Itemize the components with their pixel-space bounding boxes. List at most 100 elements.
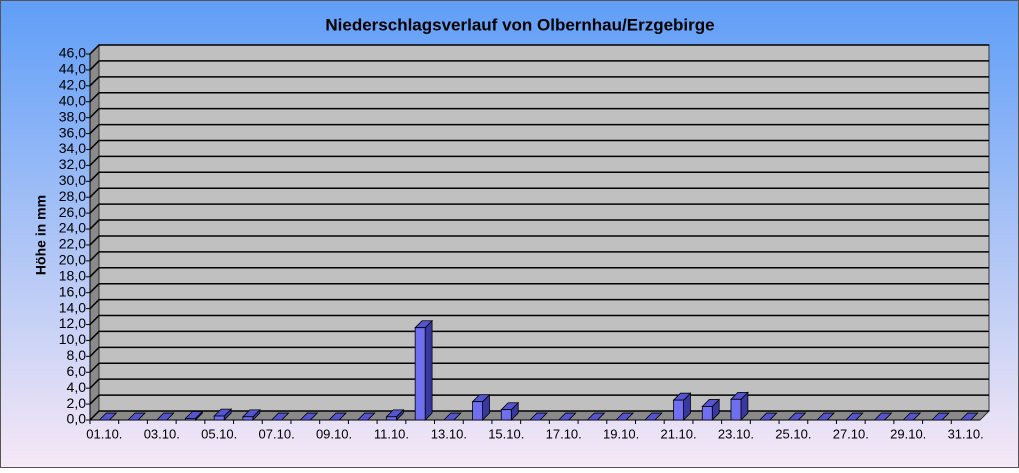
grid-line	[89, 60, 989, 71]
bar	[414, 327, 426, 421]
x-tick-label: 13.10.	[431, 426, 467, 441]
grid-line	[89, 219, 989, 230]
bar-top	[615, 412, 635, 421]
x-tick-label: 21.10.	[660, 426, 696, 441]
y-tick-label: 4,0	[67, 379, 87, 395]
grid-line	[89, 91, 989, 103]
bar	[701, 406, 713, 421]
grid-line	[89, 187, 989, 198]
y-tick-label: 2,0	[67, 395, 87, 411]
grid-line	[89, 346, 989, 357]
y-tick-label: 36,0	[59, 124, 86, 140]
x-tick-label: 25.10.	[775, 426, 811, 441]
y-tick-label: 22,0	[59, 236, 86, 252]
grid-line	[89, 378, 989, 389]
y-tick-label: 26,0	[59, 204, 86, 220]
bar	[213, 415, 225, 421]
grid-line	[89, 76, 989, 87]
y-tick-label: 6,0	[67, 363, 87, 379]
y-tick-label: 0,0	[67, 411, 87, 427]
y-tick-label: 44,0	[59, 61, 86, 77]
bar-top	[959, 412, 979, 421]
bar	[472, 401, 483, 421]
y-tick-label: 34,0	[59, 140, 86, 156]
bar-top	[299, 412, 319, 421]
bar	[673, 399, 684, 421]
bar-top	[127, 412, 146, 421]
bar-top	[270, 412, 290, 421]
x-tick-label: 17.10.	[546, 426, 582, 441]
grid-line	[89, 267, 989, 278]
grid-line	[89, 139, 989, 151]
grid-line	[89, 203, 989, 214]
bar-side	[424, 319, 433, 421]
x-tick-label: 29.10.	[890, 426, 926, 441]
bar	[242, 416, 254, 421]
bar-top	[787, 412, 807, 421]
bar-top	[844, 412, 864, 421]
bar	[500, 409, 512, 421]
y-tick-label: 16,0	[59, 283, 86, 299]
bar-top	[930, 412, 950, 421]
chart-title: Niederschlagsverlauf von Olbernhau/Erzge…	[325, 15, 714, 34]
grid-line	[89, 314, 989, 326]
y-tick-label: 42,0	[59, 77, 86, 93]
x-tick-label: 19.10.	[603, 426, 639, 441]
y-tick-label: 30,0	[59, 172, 86, 188]
bar-top	[643, 412, 663, 421]
grid-line	[89, 251, 989, 262]
grid-line	[89, 155, 989, 166]
bar	[185, 418, 196, 421]
x-tick-label: 11.10.	[374, 426, 409, 441]
y-tick-label: 40,0	[59, 92, 86, 108]
x-tick-label: 15.10.	[488, 426, 524, 441]
bar-top	[356, 412, 376, 421]
bar-top	[758, 412, 778, 421]
grid-line	[89, 235, 989, 246]
grid-line	[89, 123, 989, 135]
bar-top	[873, 412, 893, 421]
grid-line	[89, 298, 989, 310]
y-tick-label: 38,0	[59, 108, 86, 124]
x-tick-label: 01.10.	[86, 426, 122, 441]
grid-line	[89, 410, 989, 421]
bar-top	[98, 412, 118, 421]
y-tick-label: 18,0	[59, 267, 86, 283]
grid-line	[89, 282, 989, 294]
x-tick-label: 23.10.	[718, 426, 754, 441]
bar-top	[442, 412, 462, 421]
grid-line	[89, 362, 989, 373]
y-tick-label: 12,0	[59, 315, 86, 331]
y-tick-label: 32,0	[59, 156, 86, 172]
x-tick-label: 31.10.	[948, 426, 984, 441]
x-tick-label: 09.10.	[316, 426, 352, 441]
bar-top	[816, 412, 835, 421]
y-tick-label: 10,0	[59, 331, 86, 347]
grid-line	[89, 171, 989, 182]
y-axis-label: Höhe in mm	[33, 195, 49, 275]
grid-line	[89, 330, 989, 341]
y-tick-label: 46,0	[59, 45, 86, 61]
bar-top	[902, 412, 922, 421]
x-tick-label: 03.10.	[144, 426, 180, 441]
grid-line	[89, 394, 989, 405]
y-tick-label: 14,0	[59, 299, 86, 315]
x-tick-label: 27.10.	[833, 426, 869, 441]
x-tick-label: 05.10.	[201, 426, 237, 441]
y-tick-label: 28,0	[59, 188, 86, 204]
bar	[386, 416, 397, 421]
y-tick-label: 20,0	[59, 252, 86, 268]
bar	[730, 398, 742, 421]
bar-top	[557, 412, 577, 421]
x-tick-label: 07.10.	[259, 426, 295, 441]
back-wall	[98, 44, 990, 412]
y-tick-label: 24,0	[59, 220, 86, 236]
bar-top	[155, 412, 175, 421]
y-tick-label: 8,0	[67, 347, 87, 363]
grid-line	[89, 44, 989, 55]
bar-top	[328, 412, 347, 421]
bar-top	[586, 412, 606, 421]
grid-line	[89, 107, 989, 119]
bar-top	[529, 412, 548, 421]
